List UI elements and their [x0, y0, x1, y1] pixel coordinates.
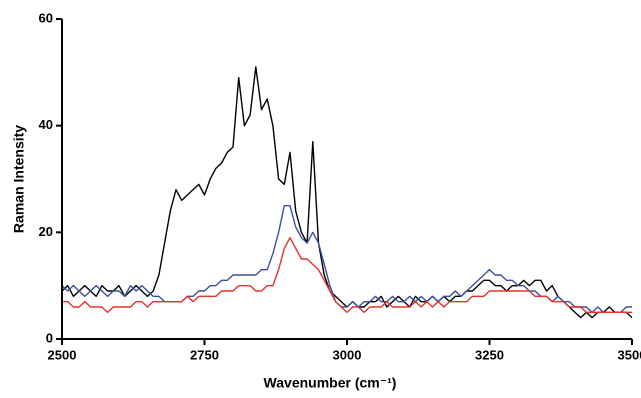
line-series	[62, 236, 632, 314]
x-tick-label: 3250	[475, 347, 504, 362]
x-tick-label: 3000	[333, 347, 362, 362]
x-tick-label: 2750	[190, 347, 219, 362]
y-axis-title: Raman Intensity	[11, 125, 27, 233]
x-tick-label: 2500	[48, 347, 77, 362]
line-series	[61, 204, 632, 314]
y-tick-label: 40	[39, 117, 53, 132]
y-tick-label: 60	[39, 10, 53, 25]
y-tick-label: 20	[39, 224, 53, 239]
x-axis-title: Wavenumber (cm⁻¹)	[264, 375, 397, 391]
x-tick-label: 3500	[618, 347, 641, 362]
y-tick-label: 0	[46, 330, 53, 345]
line-series	[61, 66, 633, 319]
